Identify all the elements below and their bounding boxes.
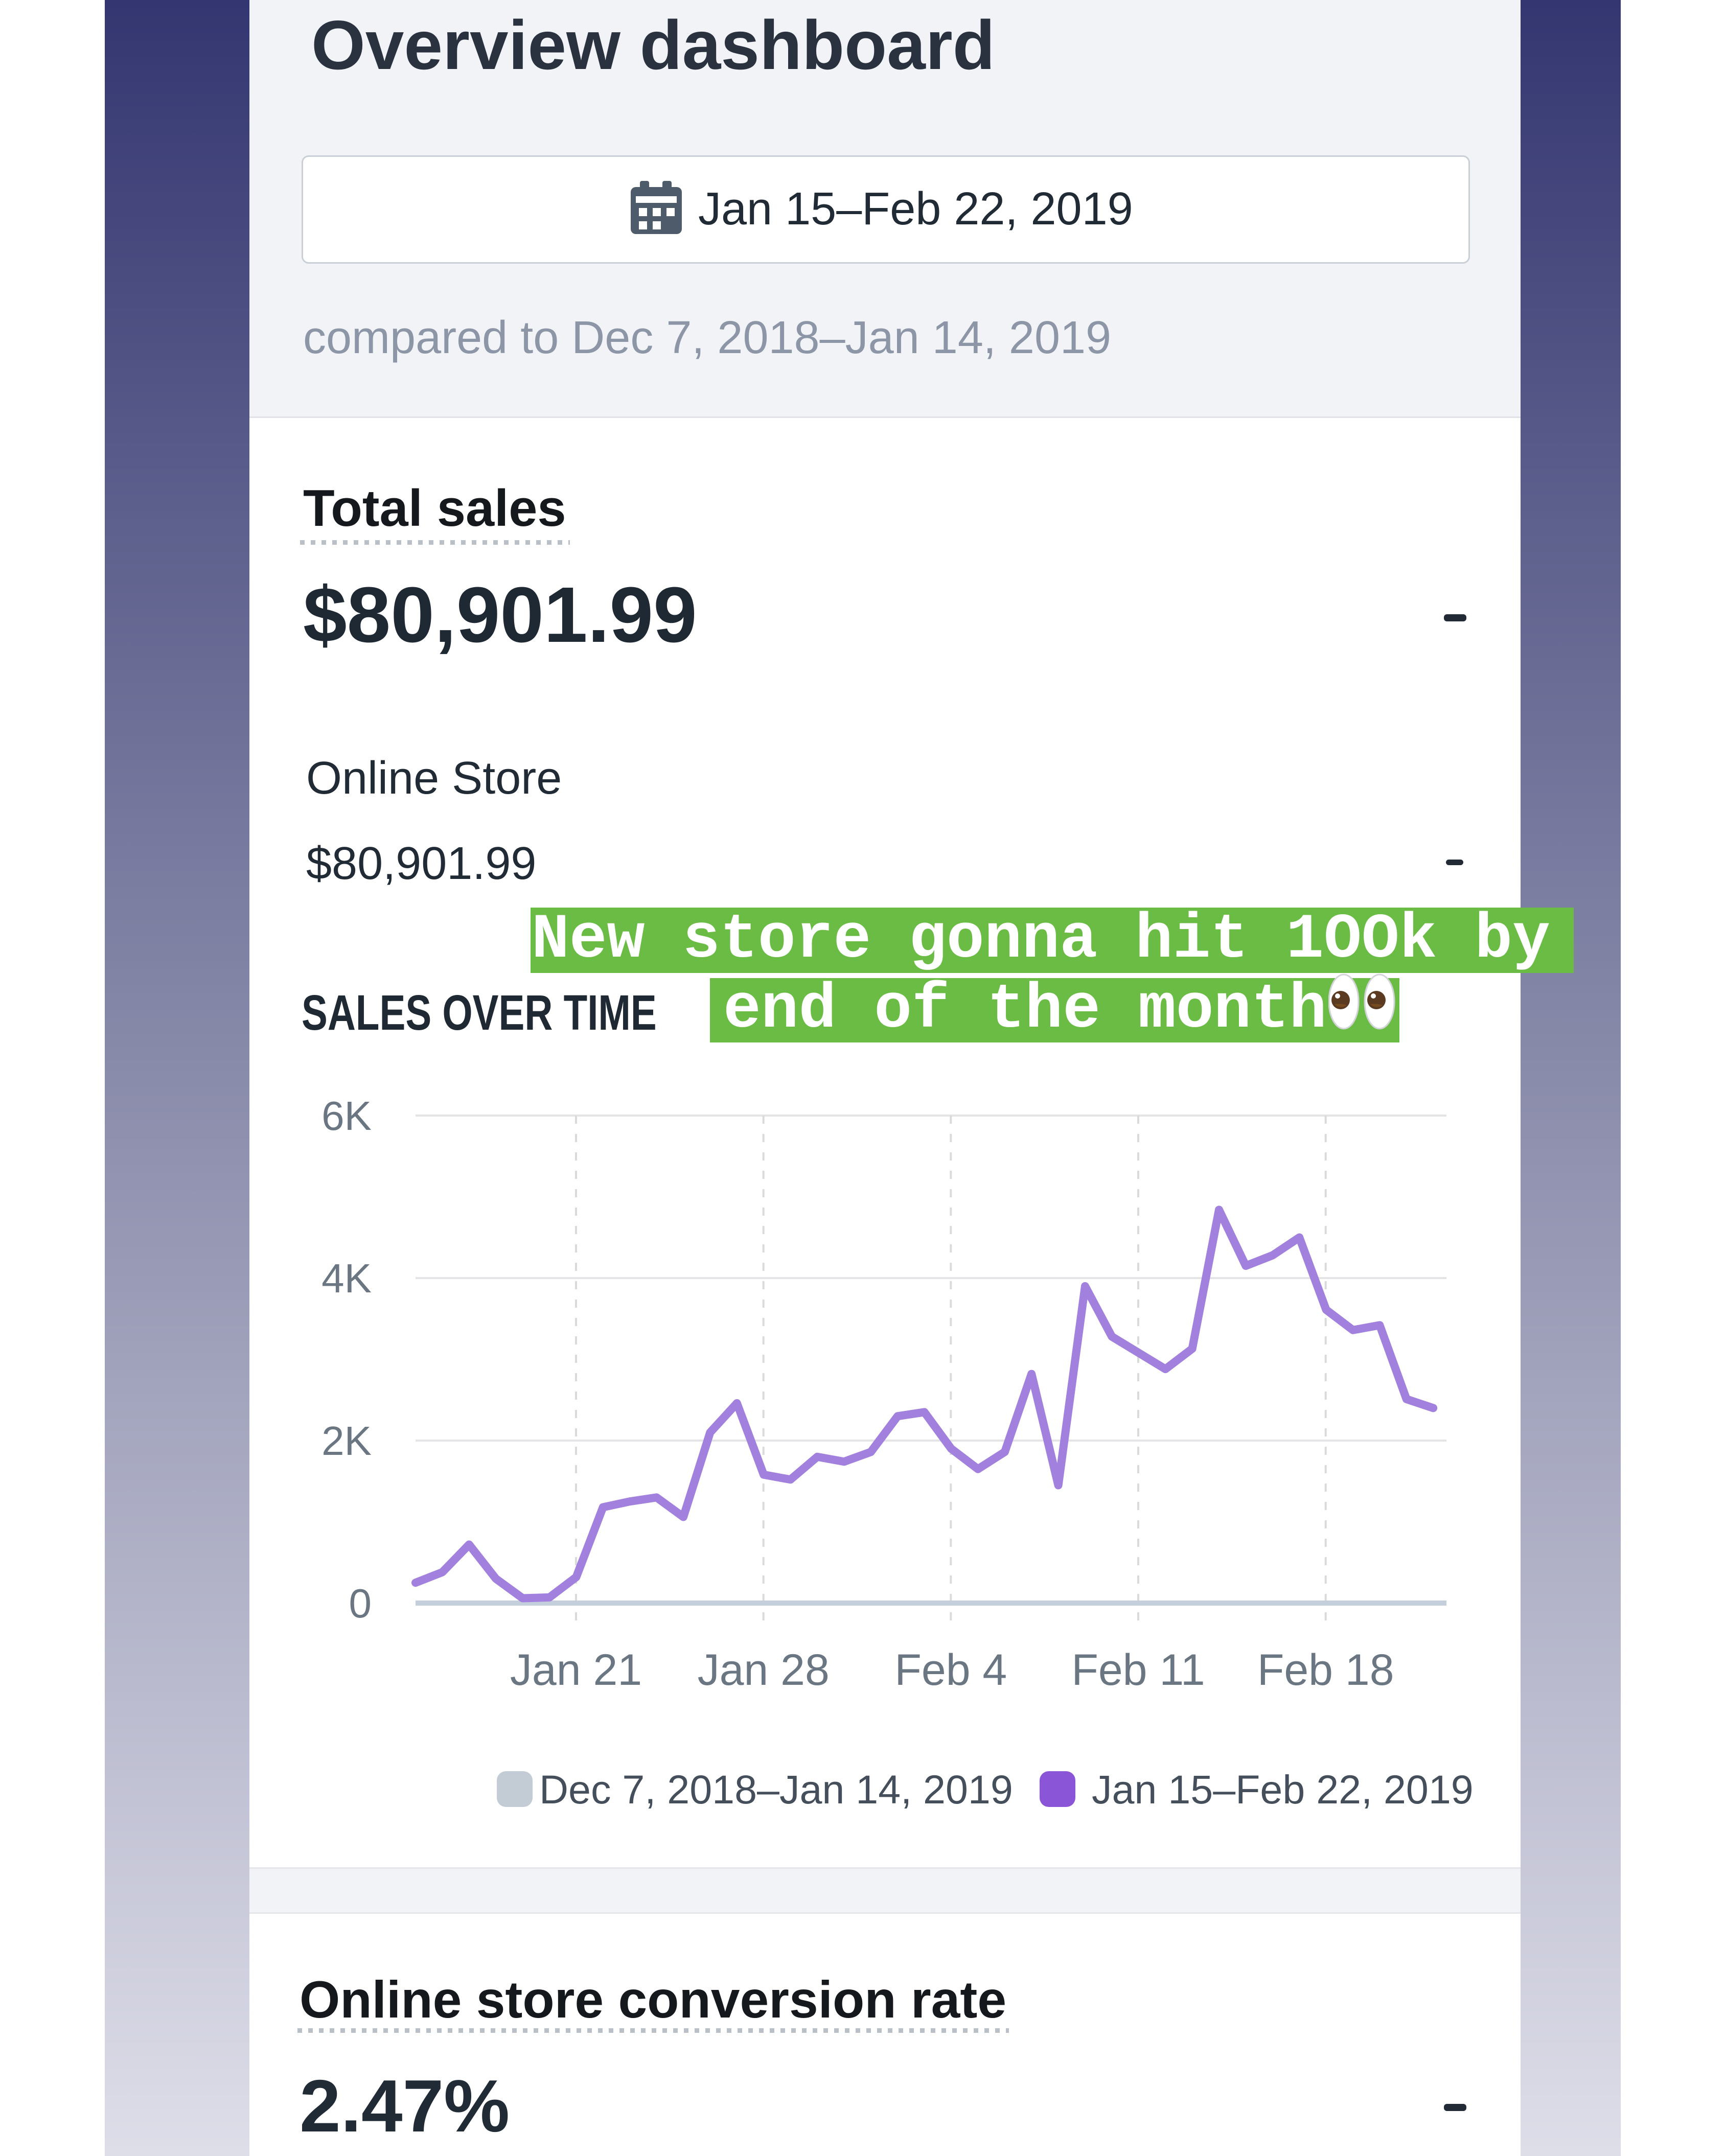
svg-text:0: 0 xyxy=(349,1581,372,1626)
svg-text:Feb 11: Feb 11 xyxy=(1071,1645,1205,1695)
svg-text:6K: 6K xyxy=(321,1093,372,1139)
svg-text:2K: 2K xyxy=(321,1418,372,1464)
svg-text:Feb 4: Feb 4 xyxy=(894,1645,1007,1695)
svg-text:Feb 18: Feb 18 xyxy=(1257,1645,1394,1695)
svg-text:Jan 21: Jan 21 xyxy=(510,1645,642,1695)
svg-text:Jan 28: Jan 28 xyxy=(698,1645,830,1695)
svg-text:4K: 4K xyxy=(321,1256,372,1301)
